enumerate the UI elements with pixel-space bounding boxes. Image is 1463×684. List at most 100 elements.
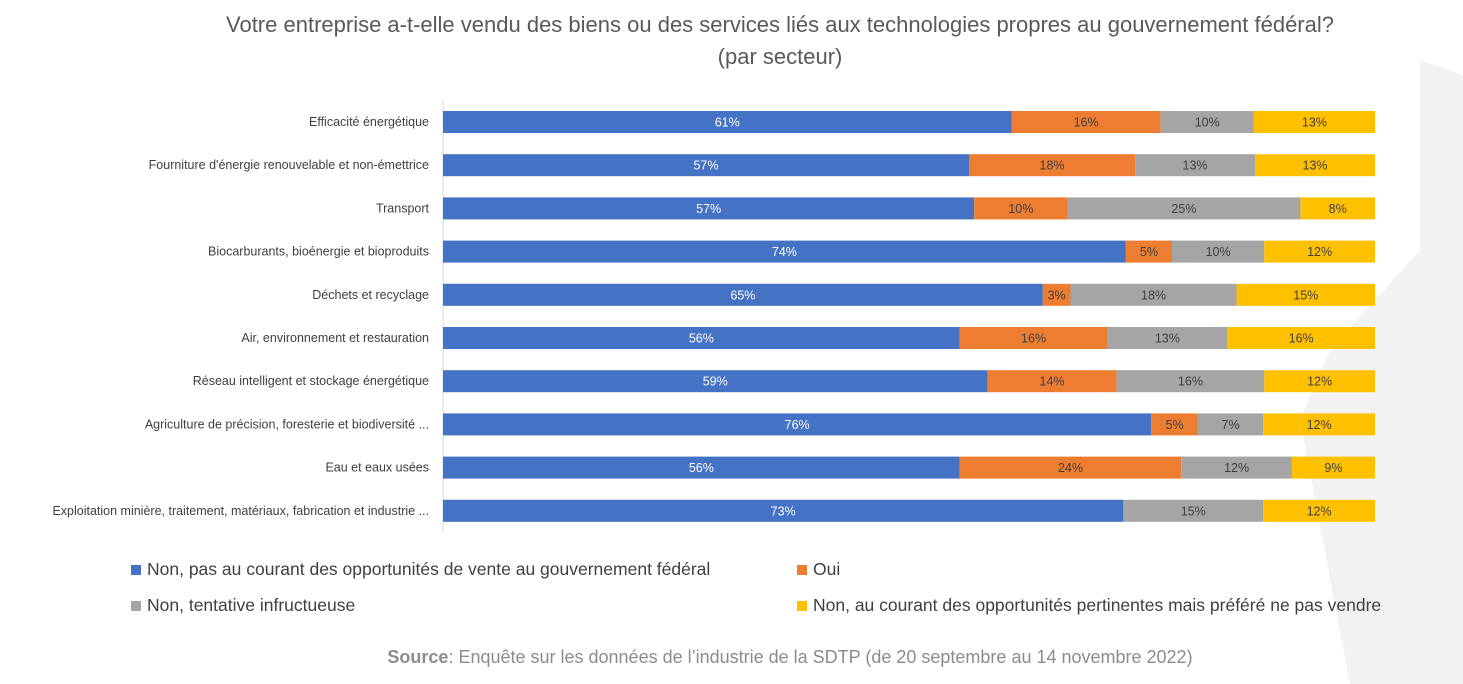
data-label: 59%: [703, 375, 728, 389]
source-label: Source: [387, 647, 449, 667]
bar-segment: [1171, 240, 1265, 263]
bar-segment: [1264, 370, 1375, 393]
category-label: Fourniture d'énergie renouvelable et non…: [149, 158, 429, 172]
bar-segment: [968, 154, 1136, 177]
bar-segment: [1197, 413, 1264, 436]
data-label: 12%: [1307, 418, 1332, 432]
category-label: Exploitation minière, traitement, matéri…: [52, 504, 429, 518]
data-label: 9%: [1324, 461, 1342, 475]
bar-segment: [443, 111, 1012, 133]
data-label: 8%: [1329, 202, 1347, 216]
bar-segment: [1067, 197, 1301, 220]
data-label: 15%: [1293, 288, 1318, 302]
data-label: 13%: [1303, 159, 1328, 173]
data-label: 5%: [1166, 418, 1184, 432]
bar-segment: [1181, 456, 1292, 479]
bar-segment: [1263, 499, 1375, 522]
chart-subtitle: (par secteur): [717, 44, 843, 69]
bar-segment: [443, 456, 960, 479]
legend-label: Non, tentative infructueuse: [147, 595, 356, 615]
data-label: 24%: [1058, 461, 1083, 475]
legend-item-oui: Oui: [797, 559, 840, 580]
category-label: Transport: [376, 201, 430, 215]
bar-segment: [443, 499, 1124, 522]
bar-segment: [443, 370, 988, 393]
bar-segment: [443, 154, 969, 177]
bar-segment: [443, 413, 1152, 436]
bar-segment: [1070, 283, 1237, 306]
data-label: 56%: [689, 332, 714, 346]
category-label: Agriculture de précision, foresterie et …: [145, 417, 429, 431]
bar-segment: [974, 197, 1068, 220]
data-label: 12%: [1307, 504, 1332, 518]
bar-segment: [987, 370, 1117, 393]
data-label: 12%: [1224, 461, 1249, 475]
data-label: 61%: [715, 116, 740, 130]
legend-item-non-pas-au-courant: Non, pas au courant des opportunités de …: [131, 559, 710, 580]
source-note: Source: Enquête sur les données de l’ind…: [0, 647, 1463, 668]
bar-segment: [959, 327, 1108, 349]
data-label: 15%: [1181, 504, 1206, 518]
data-label: 73%: [771, 504, 796, 518]
bar-segment: [1253, 111, 1375, 133]
legend-item-prefere-ne-pas-vendre: Non, au courant des opportunités pertine…: [797, 595, 1381, 616]
data-label: 5%: [1140, 245, 1158, 259]
legend-item-tentative-infructueuse: Non, tentative infructueuse: [131, 595, 355, 616]
bar-segment: [1107, 327, 1228, 349]
bar-segment: [959, 456, 1182, 479]
bar-segment: [1264, 240, 1375, 263]
bar-segment: [1227, 327, 1375, 349]
data-label: 13%: [1302, 116, 1327, 130]
legend-swatch: [131, 600, 141, 611]
bar-segment: [1123, 499, 1264, 522]
data-label: 16%: [1074, 116, 1099, 130]
bar-segment: [1255, 154, 1375, 177]
category-label: Déchets et recyclage: [312, 288, 429, 302]
data-label: 16%: [1289, 332, 1314, 346]
bar-segment: [443, 197, 975, 220]
data-label: 10%: [1008, 202, 1033, 216]
legend-swatch: [131, 564, 141, 575]
bar-segment: [443, 240, 1126, 263]
data-label: 16%: [1178, 375, 1203, 389]
bar-segment: [443, 327, 960, 349]
data-label: 57%: [693, 159, 718, 173]
data-label: 65%: [730, 288, 755, 302]
data-label: 18%: [1040, 159, 1065, 173]
data-label: 13%: [1183, 159, 1208, 173]
data-label: 18%: [1141, 288, 1166, 302]
category-label: Biocarburants, bioénergie et bioproduits: [208, 245, 429, 259]
data-label: 56%: [689, 461, 714, 475]
legend-label: Non, pas au courant des opportunités de …: [147, 559, 711, 579]
category-label: Efficacité énergétique: [309, 115, 429, 129]
category-label: Eau et eaux usées: [325, 461, 429, 475]
data-label: 3%: [1048, 288, 1066, 302]
bar-segment: [1125, 240, 1172, 263]
data-label: 25%: [1171, 202, 1196, 216]
data-label: 13%: [1155, 332, 1180, 346]
bar-segment: [1291, 456, 1375, 479]
data-label: 76%: [785, 418, 810, 432]
bar-segment: [1042, 283, 1071, 306]
data-label: 10%: [1206, 245, 1231, 259]
legend-swatch: [797, 564, 807, 575]
category-label: Air, environnement et restauration: [241, 331, 429, 345]
bar-segment: [1135, 154, 1256, 177]
bar-segment: [1116, 370, 1265, 393]
bar-segment: [443, 283, 1043, 306]
data-label: 7%: [1222, 418, 1240, 432]
data-label: 12%: [1307, 245, 1332, 259]
chart-title: Votre entreprise a-t-elle vendu des bien…: [226, 12, 1334, 37]
data-label: 16%: [1021, 332, 1046, 346]
legend-label: Oui: [813, 559, 841, 579]
bar-segment: [1160, 111, 1254, 133]
bar-chart: Efficacité énergétique 61% 16% 10% 13% Fourni…: [52, 100, 1375, 532]
bar-segment: [1151, 413, 1198, 436]
source-text: : Enquête sur les données de l’industrie…: [448, 647, 1193, 667]
data-label: 14%: [1040, 375, 1065, 389]
data-label: 57%: [696, 202, 721, 216]
legend-label: Non, au courant des opportunités pertine…: [813, 595, 1382, 615]
data-label: 12%: [1307, 375, 1332, 389]
legend-swatch: [797, 600, 807, 611]
bar-segment: [1300, 197, 1375, 220]
